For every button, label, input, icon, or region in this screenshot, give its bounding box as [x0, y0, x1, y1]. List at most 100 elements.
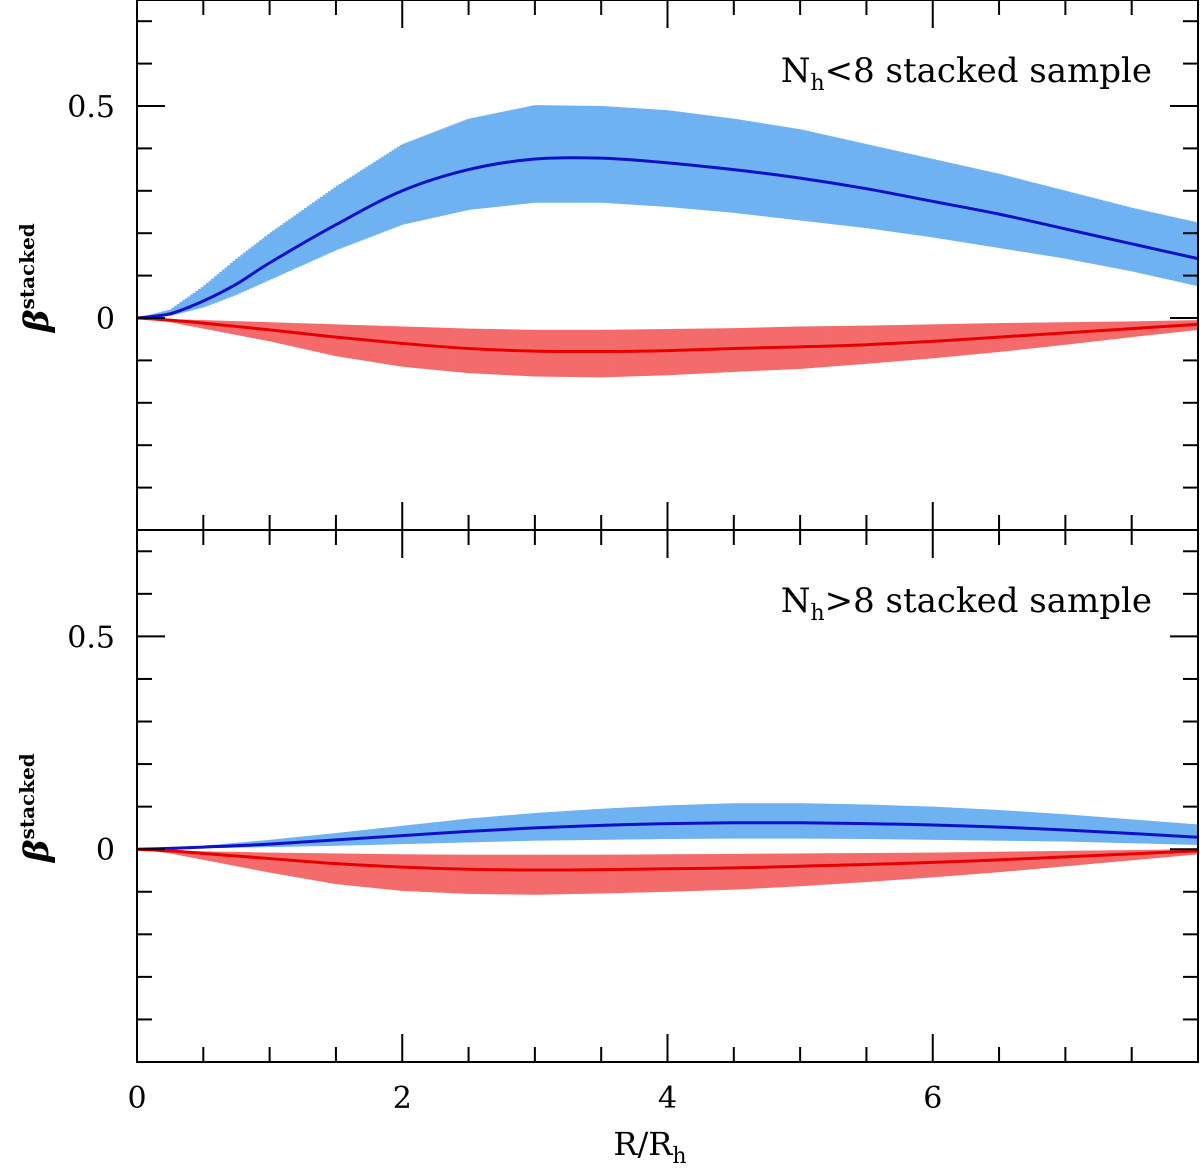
- top-band-upper-strip: [375, 160, 379, 235]
- top-band-lower-strip: [566, 329, 570, 377]
- bottom-band-upper-strip: [1160, 821, 1165, 845]
- top-band-upper-strip: [192, 292, 196, 310]
- top-band-upper-strip: [946, 162, 950, 240]
- bottom-band-upper-strip: [725, 803, 730, 839]
- bottom-band-upper-strip: [1054, 813, 1059, 842]
- bottom-band-lower-strip: [301, 853, 305, 879]
- bottom-band-lower-strip: [513, 854, 517, 895]
- bottom-band-lower-strip: [784, 853, 788, 887]
- bottom-band-lower-strip: [357, 853, 361, 887]
- top-band-upper-strip: [280, 224, 284, 275]
- top-band-lower-strip: [269, 322, 273, 342]
- bottom-band-lower-strip: [516, 854, 520, 895]
- bottom-band-lower-strip: [747, 853, 751, 889]
- bottom-band-lower-strip: [548, 854, 552, 895]
- top-band-lower-strip: [473, 328, 478, 374]
- top-band-lower-strip: [548, 329, 552, 377]
- bottom-band-upper-strip: [991, 809, 995, 841]
- bottom-band-lower-strip: [540, 854, 544, 895]
- bottom-band-lower-strip: [1020, 851, 1024, 871]
- bottom-band-upper-strip: [850, 804, 854, 839]
- top-band-upper-strip: [572, 105, 576, 203]
- top-band-lower-strip: [293, 323, 297, 347]
- bottom-band-lower-strip: [999, 851, 1003, 873]
- bottom-band-lower-strip: [402, 854, 406, 891]
- top-band-lower-strip: [439, 327, 443, 371]
- bottom-band-upper-strip: [826, 803, 830, 839]
- bottom-band-upper-strip: [1041, 812, 1045, 842]
- top-band-upper-strip: [489, 114, 494, 208]
- top-band-upper-strip: [922, 156, 926, 237]
- top-band-upper-strip: [717, 116, 722, 212]
- top-band-lower-strip: [537, 329, 541, 377]
- bottom-band-upper-strip: [1012, 810, 1016, 841]
- top-band-lower-strip: [333, 324, 337, 356]
- bottom-band-upper-strip: [874, 804, 878, 840]
- top-band-lower-strip: [518, 329, 523, 376]
- bottom-band-upper-strip: [969, 808, 974, 841]
- bottom-band-upper-strip: [733, 803, 738, 839]
- top-ylabel: βstacked: [15, 223, 57, 334]
- bottom-band-upper-strip: [824, 803, 828, 839]
- top-band-lower-strip: [434, 327, 438, 370]
- bottom-band-lower-strip: [1086, 850, 1090, 865]
- bottom-band-lower-strip: [983, 851, 987, 874]
- top-band-upper-strip: [468, 118, 472, 210]
- bottom-band-upper-strip: [1166, 822, 1170, 845]
- bottom-band-upper-strip: [943, 807, 947, 840]
- bottom-band-upper-strip: [770, 803, 775, 839]
- top-band-upper-strip: [704, 115, 708, 211]
- top-band-upper-strip: [1155, 213, 1159, 277]
- bottom-band-lower-strip: [532, 854, 536, 895]
- bottom-band-lower-strip: [656, 854, 661, 892]
- bottom-band-lower-strip: [335, 853, 340, 885]
- top-band-lower-strip: [349, 324, 353, 359]
- top-band-upper-strip: [500, 111, 504, 207]
- top-band-lower-strip: [410, 326, 414, 368]
- top-band-upper-strip: [614, 106, 618, 204]
- bottom-band-lower-strip: [492, 854, 496, 895]
- top-band-upper-strip: [861, 143, 865, 228]
- top-band-upper-strip: [179, 302, 183, 314]
- top-band-upper-strip: [259, 240, 263, 284]
- bottom-band-lower-strip: [683, 854, 687, 892]
- top-band-upper-strip: [593, 105, 597, 203]
- bottom-band-lower-strip: [855, 853, 860, 883]
- top-band-upper-strip: [320, 196, 324, 257]
- bottom-band-upper-strip: [821, 803, 825, 839]
- bottom-band-lower-strip: [773, 853, 777, 888]
- top-band-upper-strip: [306, 206, 311, 263]
- top-band-upper-strip: [1129, 207, 1133, 272]
- top-band-upper-strip: [1017, 178, 1021, 252]
- top-band-lower-strip: [654, 329, 658, 376]
- top-band-lower-strip: [489, 329, 494, 375]
- top-band-lower-strip: [391, 326, 395, 366]
- bottom-band-lower-strip: [195, 851, 199, 859]
- bottom-band-lower-strip: [924, 852, 929, 878]
- top-band-upper-strip: [781, 126, 785, 219]
- top-band-lower-strip: [617, 329, 621, 377]
- bottom-band-lower-strip: [670, 854, 674, 892]
- bottom-band-upper-strip: [1078, 815, 1082, 842]
- top-band-lower-strip: [577, 329, 581, 378]
- bottom-band-lower-strip: [1060, 850, 1064, 867]
- bottom-band-lower-strip: [593, 854, 597, 894]
- bottom-band-lower-strip: [518, 854, 523, 895]
- bottom-band-lower-strip: [1089, 850, 1093, 864]
- top-band-upper-strip: [885, 148, 889, 231]
- bottom-band-upper-strip: [699, 804, 703, 839]
- bottom-band-lower-strip: [638, 854, 642, 893]
- bottom-band-upper-strip: [1113, 818, 1117, 843]
- bottom-band-lower-strip: [980, 851, 984, 874]
- bottom-band-upper-strip: [829, 803, 833, 839]
- bottom-band-lower-strip: [495, 854, 499, 895]
- bottom-band-upper-strip: [927, 806, 931, 840]
- top-band-lower-strip: [646, 329, 650, 376]
- top-band-upper-strip: [736, 119, 740, 214]
- top-band-upper-strip: [993, 172, 998, 248]
- bottom-band-upper-strip: [866, 804, 870, 839]
- top-band-upper-strip: [776, 125, 780, 218]
- bottom-band-upper-strip: [1057, 813, 1061, 842]
- top-band-lower-strip: [375, 325, 379, 363]
- bottom-band-lower-strip: [1001, 851, 1005, 872]
